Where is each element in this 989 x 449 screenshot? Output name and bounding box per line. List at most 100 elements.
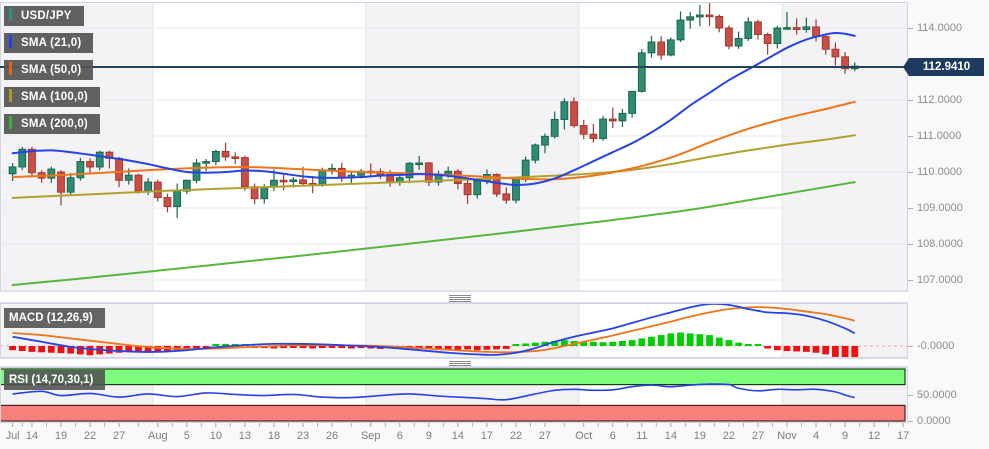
candle-Oct 20 [705, 14, 714, 18]
time-axis-label: Sep [360, 430, 381, 442]
candle-Oct 4 [589, 133, 598, 140]
time-axis-label: 12 [867, 430, 881, 442]
time-axis-label: 23 [296, 430, 310, 442]
price-axis-tick [908, 100, 913, 101]
sma-chip[interactable]: SMA (100,0) [4, 87, 100, 107]
macd-chip[interactable]: MACD (12,26,9) [4, 308, 105, 328]
time-axis-label: 26 [325, 430, 339, 442]
price-axis-tick [908, 172, 913, 173]
sma-21-line [11, 32, 856, 186]
time-axis[interactable]: Jul 14 19 22 27 Aug 5 10 13 18 23 26 Sep 6 9 14 17 22 27 Oc… [0, 423, 989, 449]
candle-Aug 4 [173, 190, 182, 208]
panel-separator-1[interactable] [0, 291, 908, 303]
candle-Oct 12 [647, 41, 656, 54]
time-axis-label: 17 [480, 430, 494, 442]
candle-Jul 12 [8, 166, 17, 175]
price-axis-tick [908, 395, 913, 396]
rsi-panel[interactable] [0, 367, 908, 423]
rsi-oversold-band [0, 404, 906, 422]
time-axis-label: Aug [148, 430, 168, 442]
candle-Aug 20 [289, 179, 298, 183]
candle-Jul 21 [76, 161, 85, 179]
candle-Jul 20 [66, 177, 75, 193]
time-axis-label: 14 [664, 430, 677, 442]
candle-Jul 16 [47, 168, 56, 179]
candle-Aug 10 [211, 150, 220, 163]
sma-chip-label: SMA (21,0) [21, 37, 82, 49]
axis-value-label: 110.0000 [917, 166, 963, 178]
panel-separator-2[interactable] [0, 358, 908, 368]
sma-chip[interactable]: SMA (21,0) [4, 33, 94, 53]
candle-Nov 3 [802, 26, 811, 30]
drag-handle-icon[interactable] [449, 294, 471, 303]
symbol-chip[interactable]: USD/JPY [4, 6, 84, 26]
time-axis-label: 9 [842, 430, 849, 442]
current-price-badge: 112.9410 [903, 58, 984, 76]
candle-Aug 23 [299, 179, 307, 185]
candle-Oct 5 [599, 118, 607, 140]
rsi-chip[interactable]: RSI (14,70,30,1) [4, 370, 106, 390]
candle-Jul 27 [115, 157, 123, 181]
time-axis-label: 13 [238, 430, 252, 442]
macd-panel[interactable] [0, 303, 908, 358]
time-axis-label: 22 [722, 430, 736, 442]
candle-Oct 13 [657, 41, 666, 56]
time-axis-label: 27 [751, 430, 765, 442]
price-axis-tick [908, 208, 913, 209]
candle-Oct 7 [618, 112, 627, 122]
rsi-chart-canvas[interactable] [0, 367, 908, 423]
time-axis-label: 22 [83, 430, 97, 442]
time-axis-label: 19 [693, 430, 706, 442]
candle-Aug 3 [163, 197, 172, 208]
price-axis-tick [908, 280, 913, 281]
axis-value-label: 111.0000 [917, 130, 962, 142]
time-axis-label: Jul [5, 430, 20, 442]
candle-Sep 24 [531, 144, 540, 161]
time-axis-label: 27 [112, 430, 126, 442]
time-axis-label: 11 [636, 430, 648, 442]
price-panel[interactable] [0, 0, 908, 292]
candle-Oct 26 [744, 21, 753, 39]
candlestick-chart-canvas[interactable] [0, 0, 908, 292]
time-axis-label: 18 [267, 430, 281, 442]
time-axis-label: 6 [609, 430, 616, 442]
price-axis-tick [908, 244, 913, 245]
candle-Sep 27 [541, 135, 549, 146]
candle-Sep 16 [473, 180, 482, 196]
candle-Aug 12 [231, 156, 240, 159]
time-axis-label: 14 [451, 430, 464, 442]
candle-Jul 23 [95, 151, 104, 168]
rsi-label: RSI (14,70,30,1) [9, 374, 94, 386]
candle-Sep 7 [405, 162, 414, 179]
time-axis-ticks [12, 423, 904, 427]
candle-Sep 13 [444, 170, 453, 175]
candle-Oct 21 [715, 15, 724, 29]
candle-Jul 14 [28, 148, 36, 174]
candle-Jul 13 [18, 148, 27, 168]
candle-Sep 15 [463, 183, 472, 196]
candle-Oct 18 [686, 16, 695, 21]
axis-value-label: 107.0000 [917, 274, 963, 286]
macd-chart-canvas[interactable] [0, 303, 908, 358]
sma-chip[interactable]: SMA (200,0) [4, 114, 100, 134]
candle-Oct 19 [695, 14, 704, 18]
time-axis-label: 19 [54, 430, 68, 442]
candle-Oct 6 [608, 118, 617, 122]
price-axis-tick [908, 136, 913, 137]
macd-label: MACD (12,26,9) [9, 312, 93, 324]
candle-Sep 30 [570, 101, 578, 127]
candle-Sep 9 [424, 162, 433, 183]
sma-accent-bar [9, 89, 12, 102]
candle-Aug 5 [182, 179, 191, 192]
candle-Nov 5 [821, 36, 830, 50]
rsi-line [12, 383, 855, 401]
candle-Aug 19 [279, 179, 288, 183]
candle-Oct 28 [763, 33, 772, 44]
sma-chip[interactable]: SMA (50,0) [4, 60, 94, 80]
candle-Oct 14 [666, 39, 675, 56]
axis-value-label: 50.0000 [917, 389, 957, 401]
candle-Oct 8 [628, 90, 637, 114]
axis-value-label: 0.0000 [917, 415, 951, 427]
rsi-overbought-band [0, 368, 906, 386]
